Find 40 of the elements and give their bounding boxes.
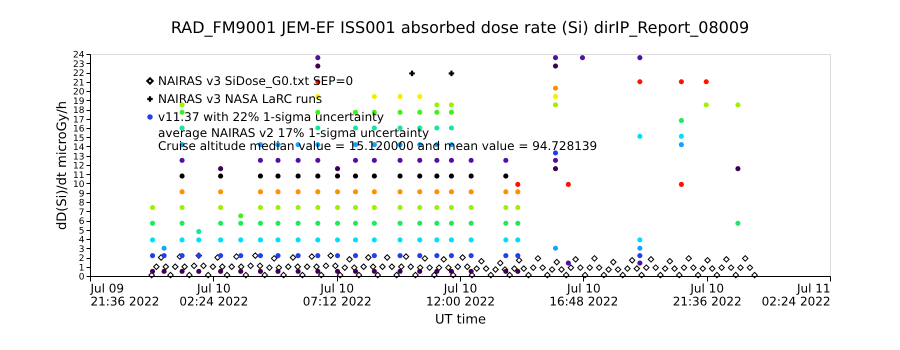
y-tick-label: 20 [73,88,85,98]
x-tick-label: Jul 10 16:48 2022 [549,282,618,308]
legend-label: NAIRAS v3 SiDose_G0.txt SEP=0 [158,74,354,88]
legend-label: v11.37 with 22% 1-sigma uncertainty [158,110,384,124]
chart-title: RAD_FM9001 JEM-EF ISS001 absorbed dose rate (Si) dirIP_Report_08009 [170,18,750,37]
y-tick-label: 17 [73,115,84,126]
x-tick-label: Jul 11 02:24 2022 [762,282,830,308]
x-tick-label: Jul 10 07:12 2022 [302,282,372,308]
y-tick-label: 11 [73,170,84,181]
y-tick-label: 12 [73,162,84,172]
y-tick-label: 24 [73,50,85,60]
x-tick-label: Jul 10 02:24 2022 [179,282,248,308]
y-tick-label: 5 [78,226,84,236]
y-tick-label: 9 [78,189,85,200]
x-tick-label: Jul 09 21:36 2022 [90,282,160,308]
y-tick-label: 16 [73,124,85,134]
y-tick-label: 14 [73,143,85,153]
y-tick-label: 2 [78,254,84,264]
x-tick-label: Jul 10 12:00 2022 [426,282,495,308]
y-tick-label: 0 [78,272,85,282]
y-tick-label: 10 [73,180,85,190]
legend-label: NAIRAS v3 NASA LaRC runs [158,92,322,106]
x-tick-label: Jul 10 21:36 2022 [672,282,742,308]
y-tick-label: 19 [73,96,85,107]
annotation: average NAIRAS v2 17% 1-sigma uncertainty [158,126,430,140]
y-axis-title: dD(Si)/dt microGy/h [55,101,70,230]
y-tick-label: 18 [73,106,85,116]
y-tick-label: 15 [73,134,84,144]
y-tick-label: 22 [73,69,84,79]
y-tick-label: 6 [78,217,85,227]
y-tick-label: 23 [73,60,84,70]
x-axis-title: UT time [435,312,486,328]
y-tick-label: 8 [78,198,85,208]
y-tick-label: 3 [78,244,84,255]
y-tick-label: 21 [73,78,84,88]
y-tick-label: 1 [78,263,84,274]
y-tick-label: 4 [78,236,85,246]
y-tick-label: 13 [73,152,84,162]
y-tick-label: 7 [78,208,84,218]
annotation: Cruise altitude median value = 15.120000 and mean value = 94.728139 [158,139,598,153]
